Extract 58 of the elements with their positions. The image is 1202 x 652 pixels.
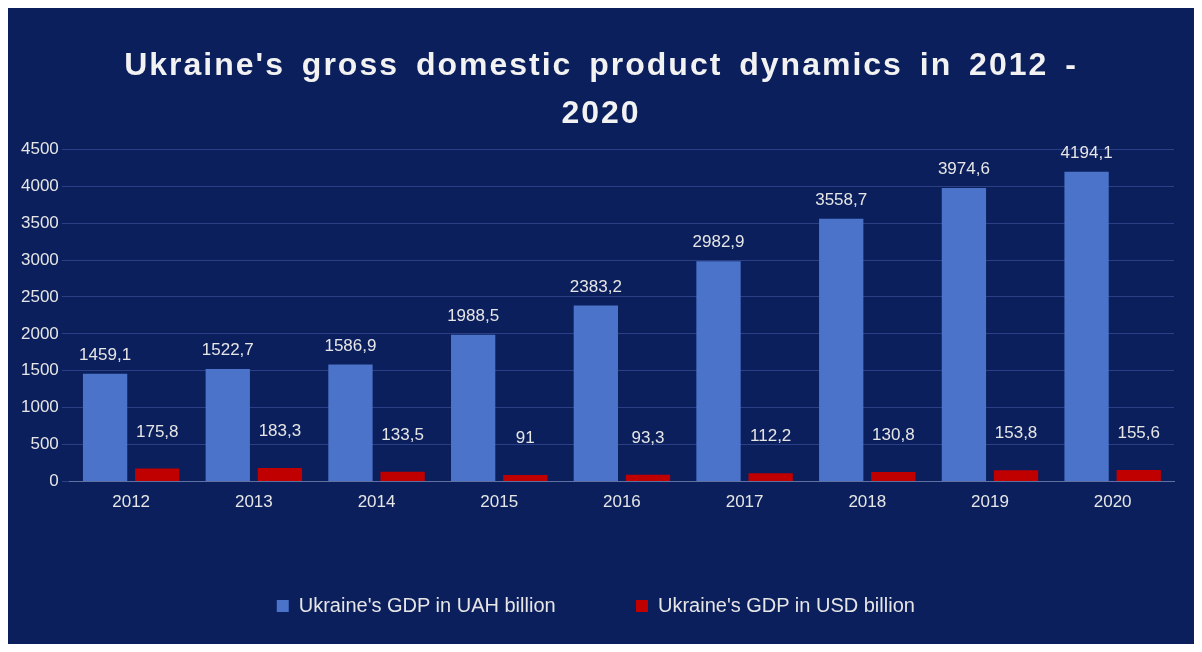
chart-title: Ukraine's gross domestic product dynamics in 2012 - 2020 <box>123 45 1079 132</box>
bar <box>1116 470 1161 482</box>
y-tick-label: 2500 <box>20 286 59 306</box>
data-label: 1459,1 <box>79 345 132 365</box>
data-label: 155,6 <box>1117 423 1160 443</box>
y-tick-label: 2000 <box>20 323 59 343</box>
bar <box>748 473 793 482</box>
y-tick-label: 500 <box>30 434 59 454</box>
y-tick-label: 1000 <box>20 397 59 417</box>
legend-label: Ukraine's GDP in USD billion <box>658 593 915 616</box>
data-label: 130,8 <box>872 425 915 445</box>
bar <box>819 218 864 482</box>
data-label: 1586,9 <box>324 335 377 355</box>
data-label: 91 <box>515 428 535 448</box>
data-label: 3974,6 <box>937 159 990 179</box>
x-tick-label: 2012 <box>112 492 151 512</box>
x-tick-label: 2015 <box>480 492 519 512</box>
data-label: 2982,9 <box>692 232 745 252</box>
x-tick-label: 2017 <box>725 492 764 512</box>
data-label: 183,3 <box>258 421 302 441</box>
bar <box>625 474 671 482</box>
x-tick-label: 2019 <box>971 492 1009 512</box>
bar <box>328 364 373 482</box>
data-label: 4194,1 <box>1060 142 1113 162</box>
data-label: 93,3 <box>631 427 665 447</box>
y-tick-label: 0 <box>49 471 59 491</box>
data-label: 133,5 <box>381 424 424 444</box>
bar <box>941 188 987 482</box>
y-tick-label: 1500 <box>20 360 59 380</box>
x-tick-label: 2018 <box>848 492 887 512</box>
data-label: 112,2 <box>750 426 792 446</box>
bar <box>82 373 128 482</box>
y-tick-label: 4000 <box>20 175 59 195</box>
bar <box>135 468 180 482</box>
bar <box>871 471 916 482</box>
bar <box>696 261 741 482</box>
bar <box>573 305 618 482</box>
bar <box>257 468 303 482</box>
x-tick-label: 2016 <box>603 492 641 512</box>
x-tick-label: 2013 <box>234 492 273 512</box>
data-label: 175,8 <box>135 421 179 441</box>
x-tick-label: 2014 <box>357 492 396 512</box>
data-label: 1522,7 <box>201 340 254 360</box>
x-tick-label: 2020 <box>1093 492 1132 512</box>
bar <box>993 470 1039 482</box>
data-label: 2383,2 <box>569 276 622 296</box>
data-label: 3558,7 <box>815 189 868 209</box>
bar <box>205 369 250 482</box>
bar <box>450 334 496 482</box>
data-label: 1988,5 <box>447 305 500 325</box>
y-tick-label: 3500 <box>20 212 59 232</box>
bar <box>380 471 425 482</box>
y-tick-label: 3000 <box>20 249 59 269</box>
bar <box>503 474 548 482</box>
bar <box>1064 171 1109 482</box>
legend-label: Ukraine's GDP in UAH billion <box>298 593 556 616</box>
y-tick-label: 4500 <box>20 138 59 158</box>
data-label: 153,8 <box>994 423 1038 443</box>
